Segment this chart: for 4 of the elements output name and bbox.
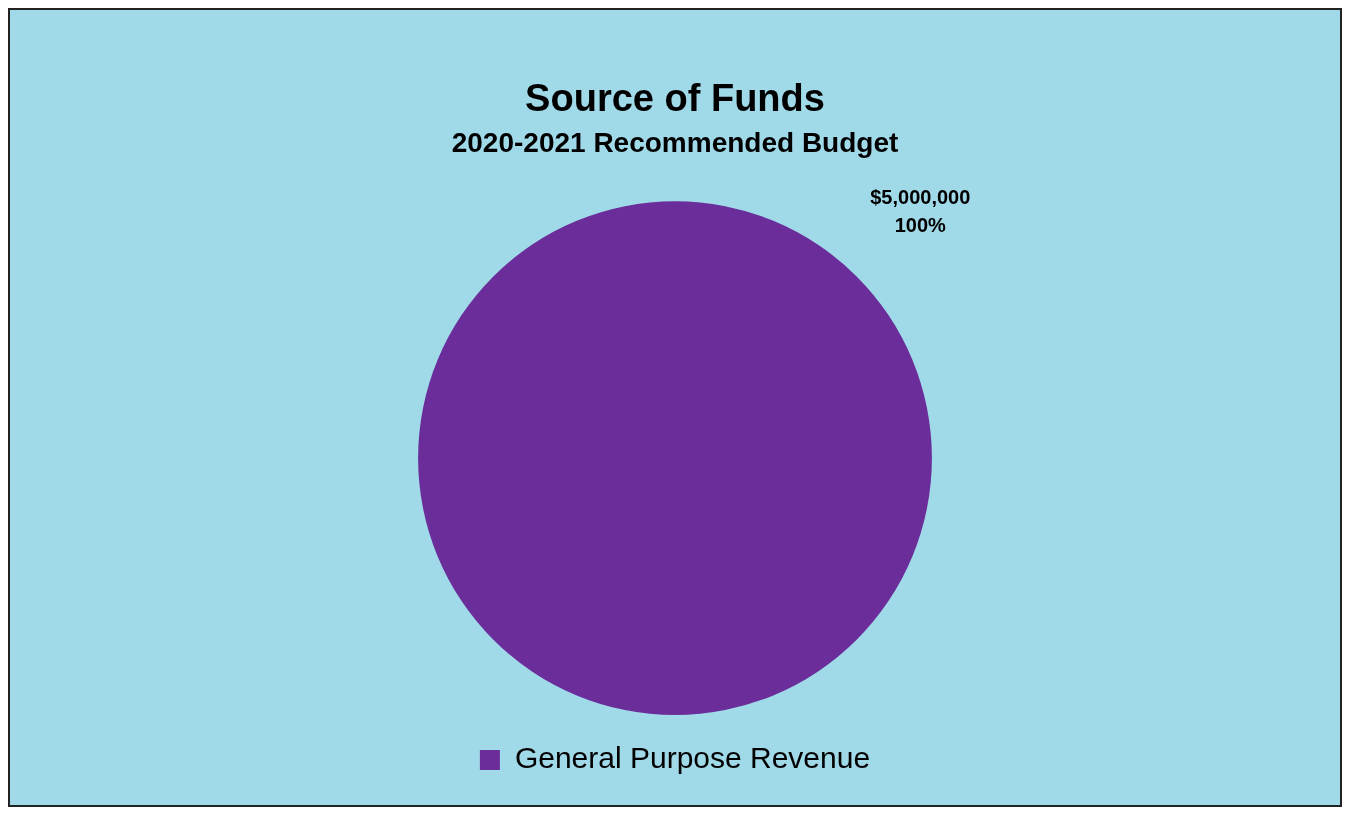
data-label: $5,000,000 100% (870, 186, 971, 237)
chart-title: Source of Funds (525, 77, 825, 120)
legend-label: General Purpose Revenue (514, 741, 871, 775)
chart-subtitle: 2020-2021 Recommended Budget (451, 127, 899, 159)
